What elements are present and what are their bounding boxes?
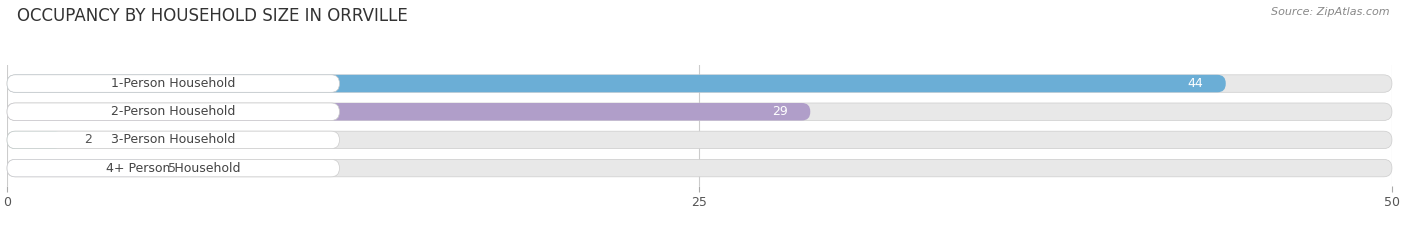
FancyBboxPatch shape [7,75,1226,92]
FancyBboxPatch shape [7,159,1392,177]
FancyBboxPatch shape [7,131,339,149]
FancyBboxPatch shape [7,75,1392,92]
FancyBboxPatch shape [7,159,146,177]
Text: 3-Person Household: 3-Person Household [111,134,235,146]
Text: OCCUPANCY BY HOUSEHOLD SIZE IN ORRVILLE: OCCUPANCY BY HOUSEHOLD SIZE IN ORRVILLE [17,7,408,25]
Text: Source: ZipAtlas.com: Source: ZipAtlas.com [1271,7,1389,17]
Text: 29: 29 [772,105,789,118]
Text: 2: 2 [84,134,93,146]
FancyBboxPatch shape [7,103,1392,120]
FancyBboxPatch shape [7,131,1392,149]
FancyBboxPatch shape [7,103,810,120]
Text: 44: 44 [1188,77,1204,90]
FancyBboxPatch shape [7,159,339,177]
Text: 1-Person Household: 1-Person Household [111,77,235,90]
Text: 5: 5 [167,161,176,175]
Text: 4+ Person Household: 4+ Person Household [105,161,240,175]
Text: 2-Person Household: 2-Person Household [111,105,235,118]
FancyBboxPatch shape [7,131,62,149]
FancyBboxPatch shape [7,75,339,92]
FancyBboxPatch shape [7,103,339,120]
